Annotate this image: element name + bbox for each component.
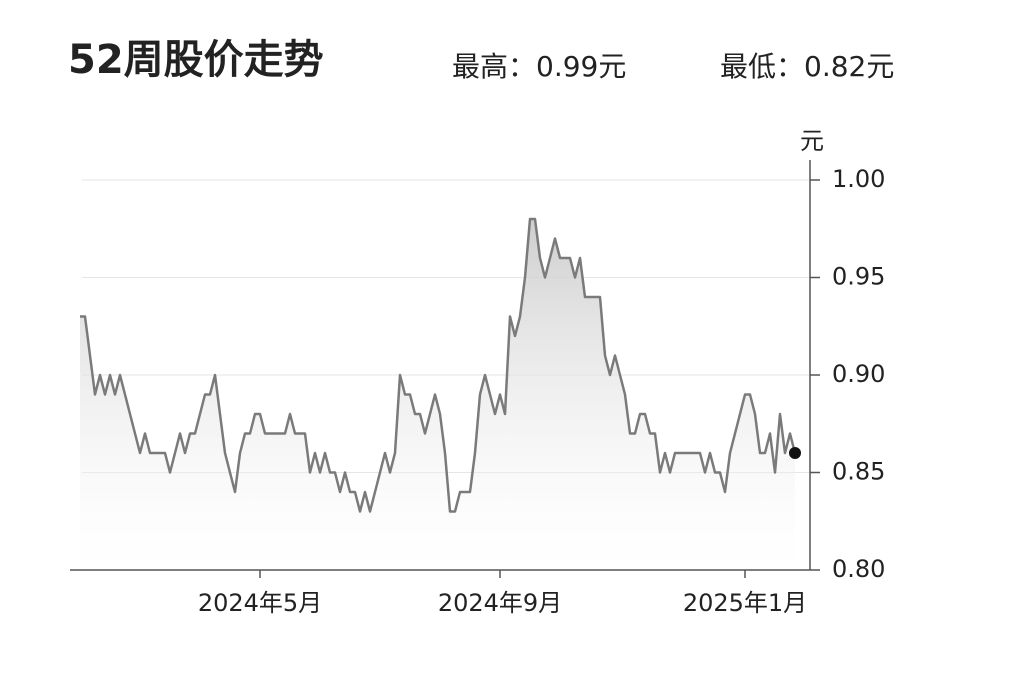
y-tick-label: 0.80 xyxy=(832,555,885,583)
price-line xyxy=(80,217,797,513)
area xyxy=(80,219,795,570)
plot xyxy=(80,217,801,570)
chart-title: 52周股价走势 xyxy=(68,37,324,83)
x-tick-label: 2024年9月 xyxy=(438,589,562,617)
x-tick-label: 2024年5月 xyxy=(198,589,322,617)
x-tick-label: 2025年1月 xyxy=(683,589,807,617)
y-unit: 元 xyxy=(800,127,824,155)
y-tick-label: 0.85 xyxy=(832,458,885,486)
y-tick-label: 1.00 xyxy=(832,165,885,193)
last-point xyxy=(789,447,801,459)
y-tick-label: 0.95 xyxy=(832,263,885,291)
axes: 0.80 0.85 0.90 0.95 1.00 2024年5月 2024年9月 2025年1… xyxy=(70,160,885,617)
grid xyxy=(82,179,810,473)
high-label: 最高：0.99元 xyxy=(452,50,626,83)
y-tick-label: 0.90 xyxy=(832,360,885,388)
low-label: 最低：0.82元 xyxy=(720,50,894,83)
